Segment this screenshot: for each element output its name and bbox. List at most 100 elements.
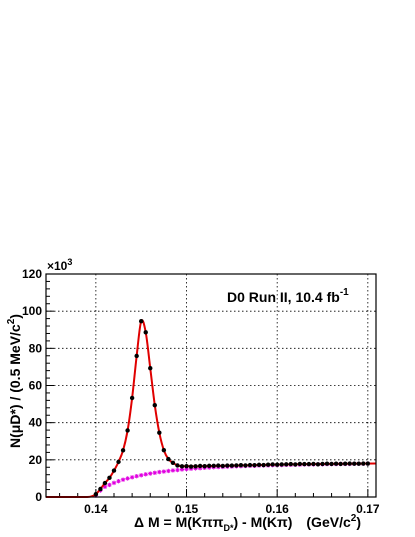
data-point xyxy=(188,464,194,469)
background-point xyxy=(120,477,126,482)
data-point xyxy=(93,492,99,497)
x-axis-units-sup: 2 xyxy=(351,513,357,524)
background-point xyxy=(138,473,144,478)
data-point xyxy=(148,366,153,371)
y-tick-label: 120 xyxy=(22,267,42,281)
data-point xyxy=(284,462,289,467)
data-point xyxy=(333,461,339,466)
y-multiplier: ×103 xyxy=(47,257,72,273)
data-point xyxy=(220,463,225,469)
data-point xyxy=(125,428,130,433)
data-point xyxy=(302,461,307,467)
data-point xyxy=(143,330,148,335)
background-point xyxy=(175,467,180,473)
background-point xyxy=(197,465,203,471)
y-tick-label: 100 xyxy=(22,304,42,318)
data-point xyxy=(338,461,343,467)
data-point xyxy=(116,459,121,465)
data-point xyxy=(102,480,108,486)
data-point xyxy=(270,462,275,467)
data-point xyxy=(238,463,244,468)
background-point xyxy=(148,471,153,476)
x-tick-label: 0.16 xyxy=(266,502,290,516)
data-point xyxy=(365,461,371,466)
x-tick-label: 0.14 xyxy=(84,502,108,516)
data-point xyxy=(216,463,221,468)
data-point xyxy=(361,461,366,466)
data-point xyxy=(157,430,162,435)
y-axis-label-post: ) xyxy=(7,314,23,319)
background-point xyxy=(111,480,117,486)
data-point xyxy=(342,461,348,466)
chart-title-sup: -1 xyxy=(340,287,349,298)
data-point xyxy=(297,461,303,467)
x-axis-label-sub: D* xyxy=(223,523,233,533)
data-point xyxy=(329,461,334,467)
x-axis-units: (GeV/c xyxy=(306,514,351,530)
data-point xyxy=(356,461,361,466)
background-point xyxy=(116,479,121,484)
y-tick-label: 80 xyxy=(29,341,43,355)
y-axis-label-main: N(μD*) / (0.5 MeV/c xyxy=(7,324,23,448)
y-axis-label-sup: 2 xyxy=(6,318,17,324)
x-tick-label: 0.17 xyxy=(356,502,380,516)
background-point xyxy=(152,470,157,476)
background-point xyxy=(143,472,148,477)
data-point xyxy=(293,462,298,467)
data-point xyxy=(138,319,144,324)
data-point xyxy=(274,462,280,467)
background-point xyxy=(107,482,112,488)
x-tick-label: 0.15 xyxy=(175,502,199,516)
background-point xyxy=(129,475,135,480)
data-point xyxy=(107,475,112,481)
data-point xyxy=(111,468,117,473)
data-point xyxy=(347,461,352,466)
data-point xyxy=(247,462,253,468)
plot-area: 0.14 0.15 0.16 0.17 0 20 40 60 80 100 120 xyxy=(22,267,380,516)
data-point xyxy=(98,486,103,492)
background-point xyxy=(179,467,185,472)
data-point xyxy=(352,461,357,466)
data-point xyxy=(311,461,316,467)
background-point xyxy=(184,466,189,472)
chart-title-main: D0 Run II, 10.4 fb xyxy=(227,289,340,305)
y-tick-label: 20 xyxy=(29,453,43,467)
background-point xyxy=(170,468,176,473)
data-point xyxy=(152,402,157,408)
data-point xyxy=(179,464,185,469)
chart-title: D0 Run II, 10.4 fb-1 xyxy=(227,287,349,305)
data-point xyxy=(197,463,203,469)
data-point xyxy=(252,463,257,468)
data-point xyxy=(243,463,248,468)
y-tick-label: 0 xyxy=(35,490,42,504)
data-point xyxy=(229,463,235,468)
data-point xyxy=(175,463,180,468)
x-axis-label-rest: ) - M(Kπ) xyxy=(233,514,292,530)
data-point xyxy=(166,456,171,462)
background-point xyxy=(166,468,171,474)
data-point xyxy=(279,462,284,467)
x-axis-label-main: Δ M = M(Kππ xyxy=(134,514,224,530)
data-point xyxy=(170,460,176,466)
data-point xyxy=(320,461,325,467)
data-point xyxy=(211,463,216,468)
x-axis-units-post: ) xyxy=(356,514,361,530)
x-axis-label: Δ M = M(KππD*) - M(Kπ) (GeV/c2) xyxy=(134,513,361,533)
y-tick-label: 40 xyxy=(29,416,43,430)
background-point xyxy=(188,466,194,471)
data-point xyxy=(134,353,139,359)
data-point xyxy=(324,461,330,466)
data-point xyxy=(120,448,126,453)
data-point xyxy=(315,462,321,467)
data-point xyxy=(202,463,207,469)
background-point xyxy=(102,484,108,489)
background-point xyxy=(134,473,139,479)
data-point xyxy=(206,463,212,468)
data-point xyxy=(129,395,135,401)
data-point xyxy=(288,461,293,467)
data-point xyxy=(261,462,266,468)
data-point xyxy=(256,462,262,468)
background-point xyxy=(125,476,130,481)
data-point xyxy=(306,461,312,467)
